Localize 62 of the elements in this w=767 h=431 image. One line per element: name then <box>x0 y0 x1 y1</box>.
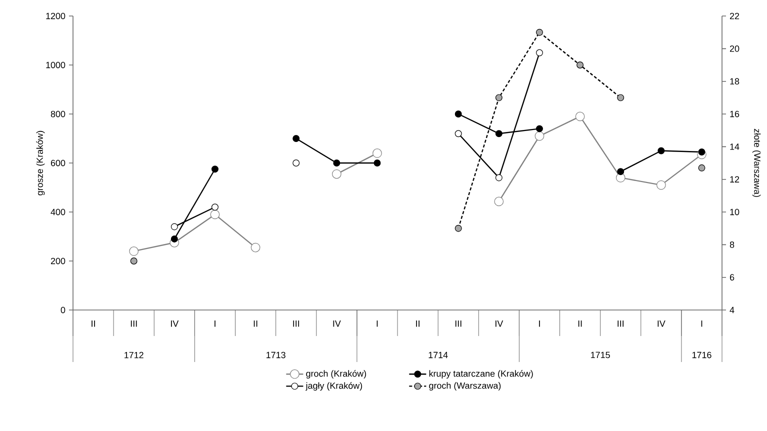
x-tick-label: II <box>254 320 258 327</box>
point <box>333 160 340 166</box>
y-tick-label: 800 <box>50 110 66 118</box>
point <box>656 180 666 190</box>
legend-label: jagły (Kraków) <box>306 382 362 391</box>
x-tick-label: I <box>701 320 702 327</box>
point <box>211 166 218 173</box>
y2-tick-label: 12 <box>730 176 740 182</box>
y2-tick-label: 4 <box>730 306 734 314</box>
text: 1716 <box>692 352 712 358</box>
y2-tick-label: 20 <box>730 45 740 52</box>
y2-tick-label: 22 <box>730 12 740 20</box>
point <box>292 135 300 142</box>
point <box>374 160 381 166</box>
x-tick-label: I <box>376 320 378 327</box>
y2-tick-label: 14 <box>730 144 740 150</box>
x-tick-label: III <box>130 320 137 327</box>
y2-tick-label: 16 <box>730 110 740 118</box>
y-tick-label: 0 <box>60 306 66 314</box>
y2-tick-label: 8 <box>730 241 734 248</box>
point <box>170 235 178 242</box>
x-tick-label: III <box>618 320 624 327</box>
point <box>130 258 138 264</box>
point <box>210 210 220 220</box>
point <box>698 164 706 172</box>
point <box>292 160 300 166</box>
point <box>170 223 178 230</box>
y-tick-label: 200 <box>50 258 66 264</box>
x-tick-label: I <box>214 320 216 327</box>
x-tick-label: II <box>578 320 582 327</box>
y-tick-label: 1000 <box>46 62 66 68</box>
y-tick-label: 400 <box>50 208 66 216</box>
x-tick-label: IV <box>171 320 179 327</box>
legend-label: groch (Kraków) <box>306 370 366 379</box>
point <box>129 246 139 256</box>
legend-label: groch (Warszawa) <box>429 382 501 391</box>
x-tick-label: II <box>92 320 95 327</box>
point <box>372 148 382 158</box>
y-axis-title: grosze (Kraków) <box>36 130 45 196</box>
y2-tick-label: 18 <box>730 78 740 85</box>
x-tick-label: II <box>416 320 420 327</box>
point <box>332 169 342 179</box>
x-tick-label: III <box>455 320 462 327</box>
legend-label: krupy tatarczane (Kraków) <box>429 370 533 379</box>
point <box>250 242 260 252</box>
x-tick-label: IV <box>496 320 504 327</box>
y-tick-label: 1200 <box>46 12 66 20</box>
y-tick-label: 600 <box>50 160 66 166</box>
x-tick-label: IV <box>333 320 341 327</box>
point <box>698 148 706 156</box>
point <box>211 204 218 211</box>
text: 1714 <box>428 352 448 358</box>
point <box>658 147 665 154</box>
x-tick-label: III <box>293 320 300 327</box>
text: 1715 <box>591 352 610 358</box>
x-tick-label: IV <box>658 320 666 327</box>
y2-tick-label: 10 <box>730 208 740 216</box>
text: 1712 <box>124 352 144 358</box>
y2-tick-label: 6 <box>730 274 734 281</box>
y2-axis-title: złote (Warszawa) <box>752 128 761 197</box>
x-tick-label: I <box>539 320 540 327</box>
text: 1713 <box>266 352 286 358</box>
